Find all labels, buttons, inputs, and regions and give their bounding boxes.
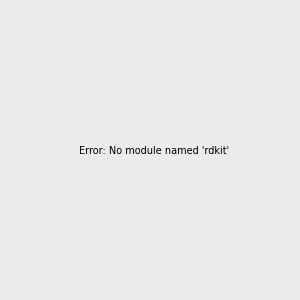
Text: Error: No module named 'rdkit': Error: No module named 'rdkit' xyxy=(79,146,229,157)
